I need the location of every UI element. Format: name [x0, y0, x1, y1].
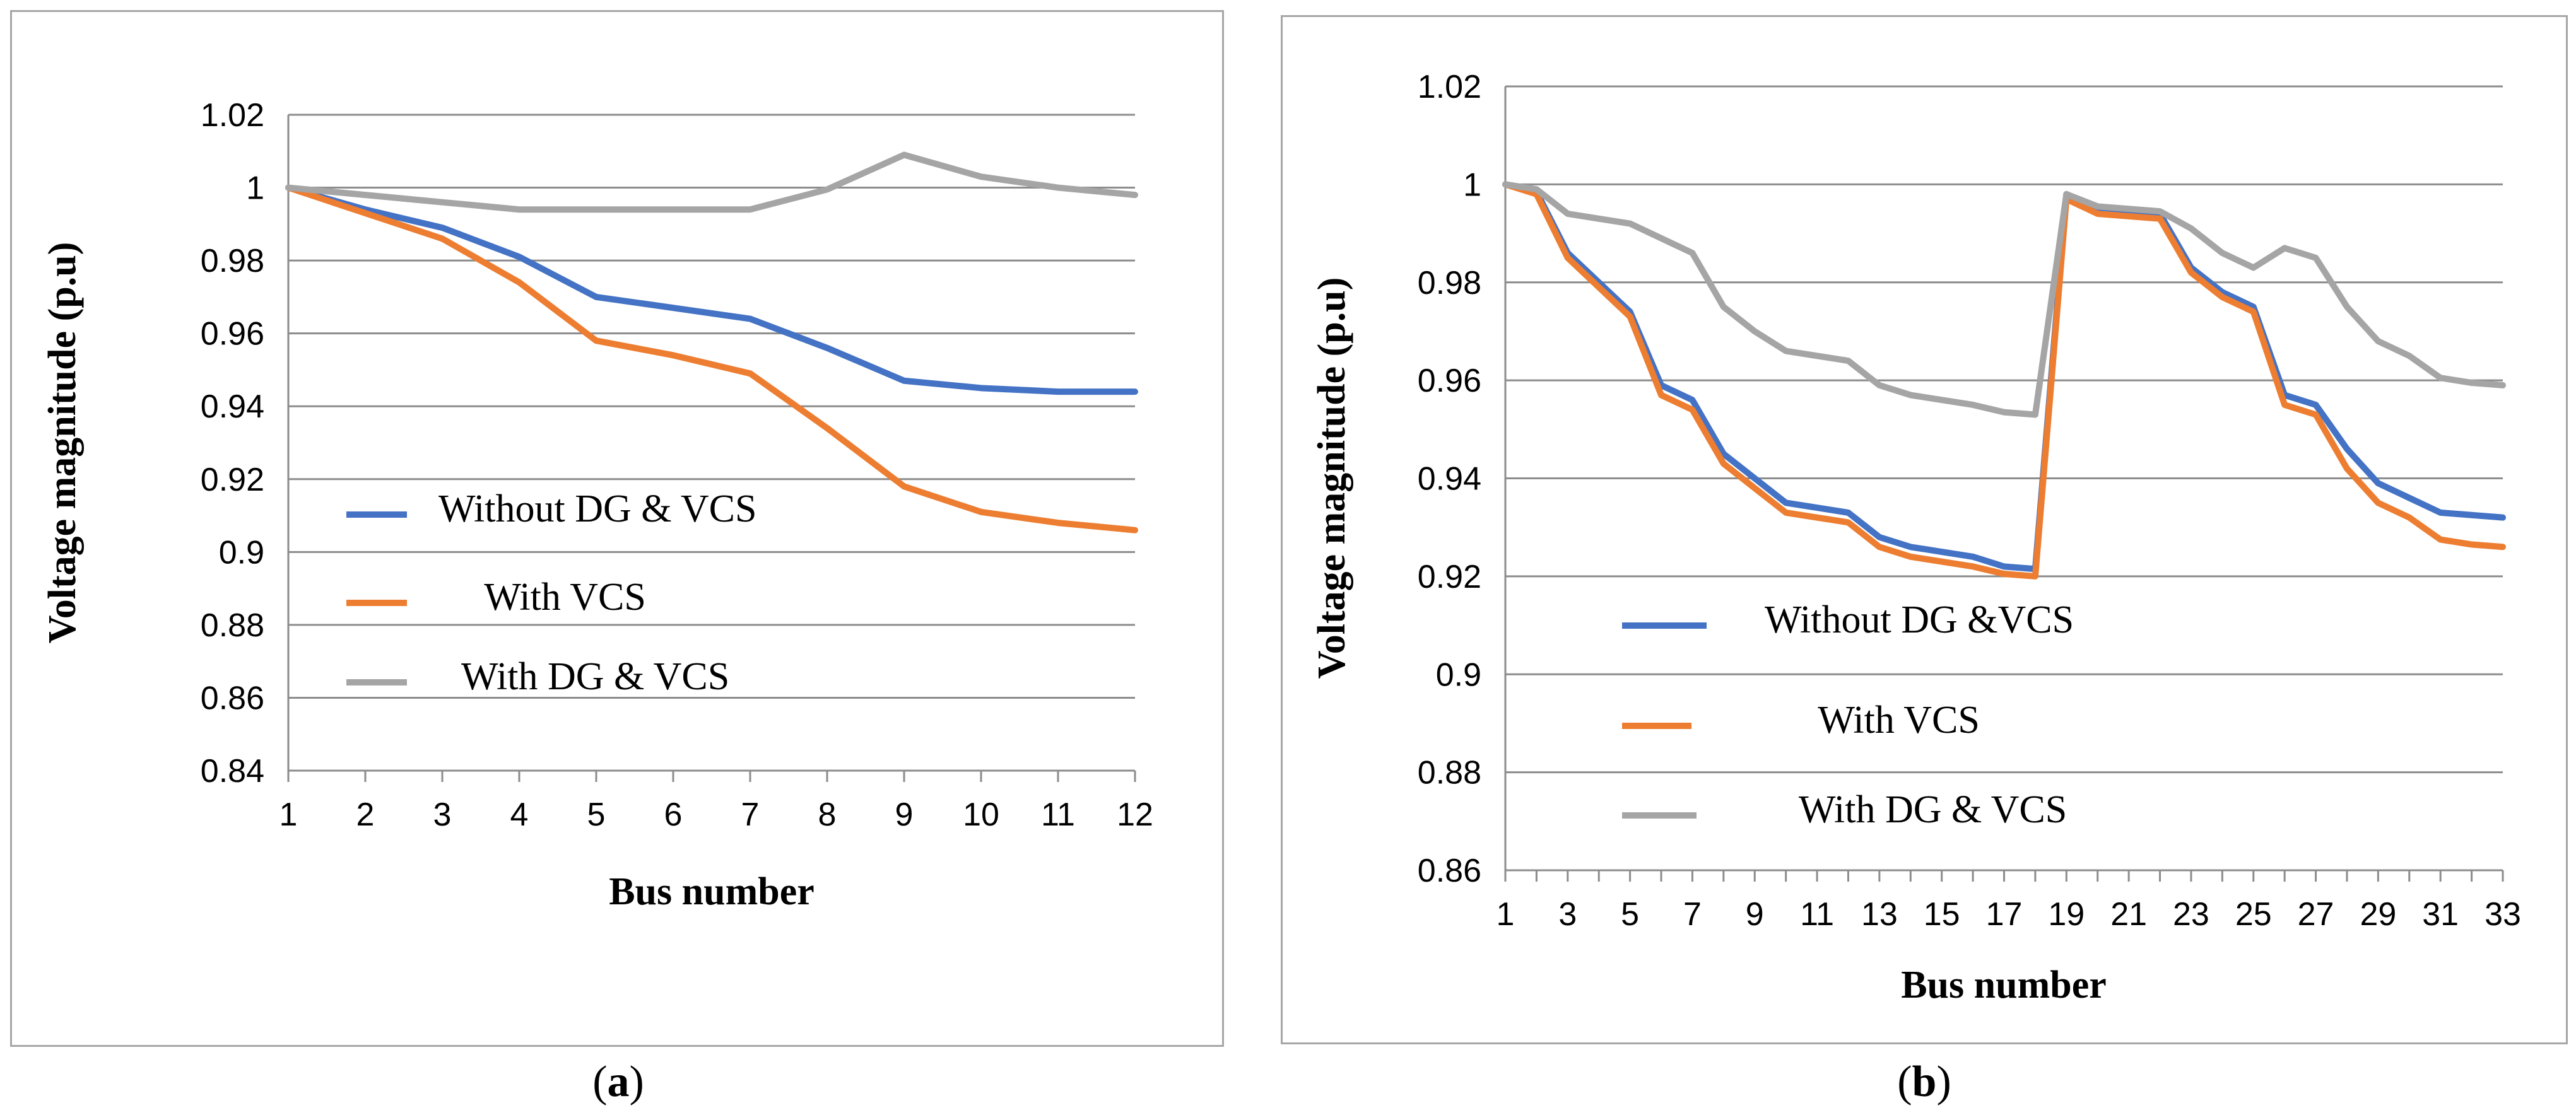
chart-b-y-tick-label: 0.86 — [1418, 853, 1481, 889]
chart-b-x-tick-label: 19 — [2048, 896, 2085, 933]
chart-a-x-tick-label: 11 — [1041, 796, 1075, 833]
chart-a-x-tick-label: 2 — [356, 796, 375, 833]
chart-a-x-axis-title: Bus number — [609, 870, 815, 913]
chart-a-y-tick-label: 1.02 — [201, 97, 264, 134]
chart-b-y-tick-label: 0.88 — [1418, 755, 1481, 791]
chart-a-y-tick-label: 0.98 — [201, 243, 264, 279]
chart-b-series-line-1 — [1502, 181, 2506, 573]
chart-b-x-tick-label: 17 — [1986, 896, 2023, 933]
caption-b: (b) — [1897, 1058, 1951, 1106]
chart-b-x-axis-title: Bus number — [1901, 964, 2107, 1006]
chart-a-frame: 0.84 0.86 0.88 0.9 0.92 0.94 0.96 0.98 1 1.02 1 2 3 4… — [10, 10, 1224, 1047]
chart-a-series-line-2 — [285, 184, 1138, 534]
chart-b-x-tick-label: 23 — [2173, 896, 2209, 933]
chart-b-x-tick-label: 15 — [1924, 896, 1960, 933]
chart-a-x-tick-label: 6 — [664, 796, 683, 833]
chart-a-x-tick-label: 1 — [279, 796, 298, 833]
chart-a-series-line-3 — [285, 151, 1138, 213]
chart-b-x-tick-label: 33 — [2485, 896, 2521, 933]
chart-b-x-tick-label: 5 — [1621, 896, 1639, 933]
chart-b-x-tick-label: 21 — [2110, 896, 2147, 933]
chart-b-y-tick-label: 0.9 — [1436, 656, 1481, 693]
chart-b-x-tick-label: 13 — [1861, 896, 1898, 933]
chart-b-series-line-2 — [1502, 181, 2506, 580]
chart-a-x-tick-label: 7 — [741, 796, 760, 833]
chart-a-x-tick-label: 12 — [1117, 796, 1153, 833]
chart-a-series-line-1 — [285, 184, 1138, 395]
chart-b-frame: 0.86 0.88 0.9 0.92 0.94 0.96 0.98 1 1.02 1 3 5 7 9 11 1… — [1281, 15, 2568, 1044]
chart-b-x-tick-label: 3 — [1558, 896, 1577, 933]
chart-b-x-tick-label: 9 — [1746, 896, 1764, 933]
chart-b-x-tick-label: 29 — [2360, 896, 2396, 933]
chart-a-x-tick-label: 5 — [587, 796, 606, 833]
chart-a-legend-label-3: With DG & VCS — [461, 655, 729, 698]
chart-b-y-tick-label: 0.92 — [1418, 559, 1481, 595]
chart-b-legend-label-3: With DG & VCS — [1799, 788, 2067, 831]
chart-a-y-tick-label: 0.88 — [201, 607, 264, 644]
chart-b-x-tick-label: 27 — [2298, 896, 2334, 933]
chart-a-legend-label-1: Without DG & VCS — [438, 487, 756, 530]
chart-a-x-tick-label: 9 — [895, 796, 914, 833]
chart-b-y-tick-label: 0.94 — [1418, 461, 1481, 498]
chart-a-x-tick-label: 8 — [818, 796, 837, 833]
chart-b-y-tick-label: 1.02 — [1418, 69, 1481, 105]
chart-b-x-tick-label: 25 — [2235, 896, 2272, 933]
chart-b-y-tick-label: 0.98 — [1418, 265, 1481, 301]
chart-a-x-tick-label: 10 — [963, 796, 999, 833]
chart-b-y-axis-title: Voltage magnitude (p.u) — [1310, 277, 1353, 679]
chart-a-y-tick-label: 1 — [246, 170, 264, 207]
chart-a-y-axis-title: Voltage magnitude (p.u) — [41, 242, 84, 644]
chart-b-x-tick-label: 7 — [1683, 896, 1702, 933]
chart-b-legend-label-2: With VCS — [1809, 699, 1980, 742]
caption-a-label: a — [607, 1058, 630, 1106]
chart-b-y-tick-label: 1 — [1463, 166, 1481, 203]
chart-b-legend-label-1: Without DG &VCS — [1765, 598, 2074, 641]
chart-a-y-tick-label: 0.94 — [201, 388, 264, 425]
chart-a-y-tick-label: 0.9 — [219, 534, 264, 571]
chart-b-series-line-3 — [1502, 181, 2506, 418]
caption-b-label: b — [1912, 1058, 1937, 1106]
chart-b-x-tick-label: 1 — [1497, 896, 1515, 933]
chart-a-y-tick-label: 0.84 — [201, 753, 264, 790]
chart-b-x-tick-label: 11 — [1800, 896, 1834, 933]
chart-a-x-tick-label: 3 — [433, 796, 452, 833]
chart-a-legend-label-2: With VCS — [475, 576, 646, 619]
chart-a-y-tick-label: 0.86 — [201, 680, 264, 716]
chart-b-y-tick-label: 0.96 — [1418, 363, 1481, 399]
chart-a-y-tick-label: 0.92 — [201, 462, 264, 498]
chart-b-x-tick-label: 31 — [2422, 896, 2459, 933]
chart-a-x-tick-label: 4 — [510, 796, 529, 833]
caption-a: (a) — [592, 1058, 644, 1106]
chart-a-y-tick-label: 0.96 — [201, 316, 264, 353]
